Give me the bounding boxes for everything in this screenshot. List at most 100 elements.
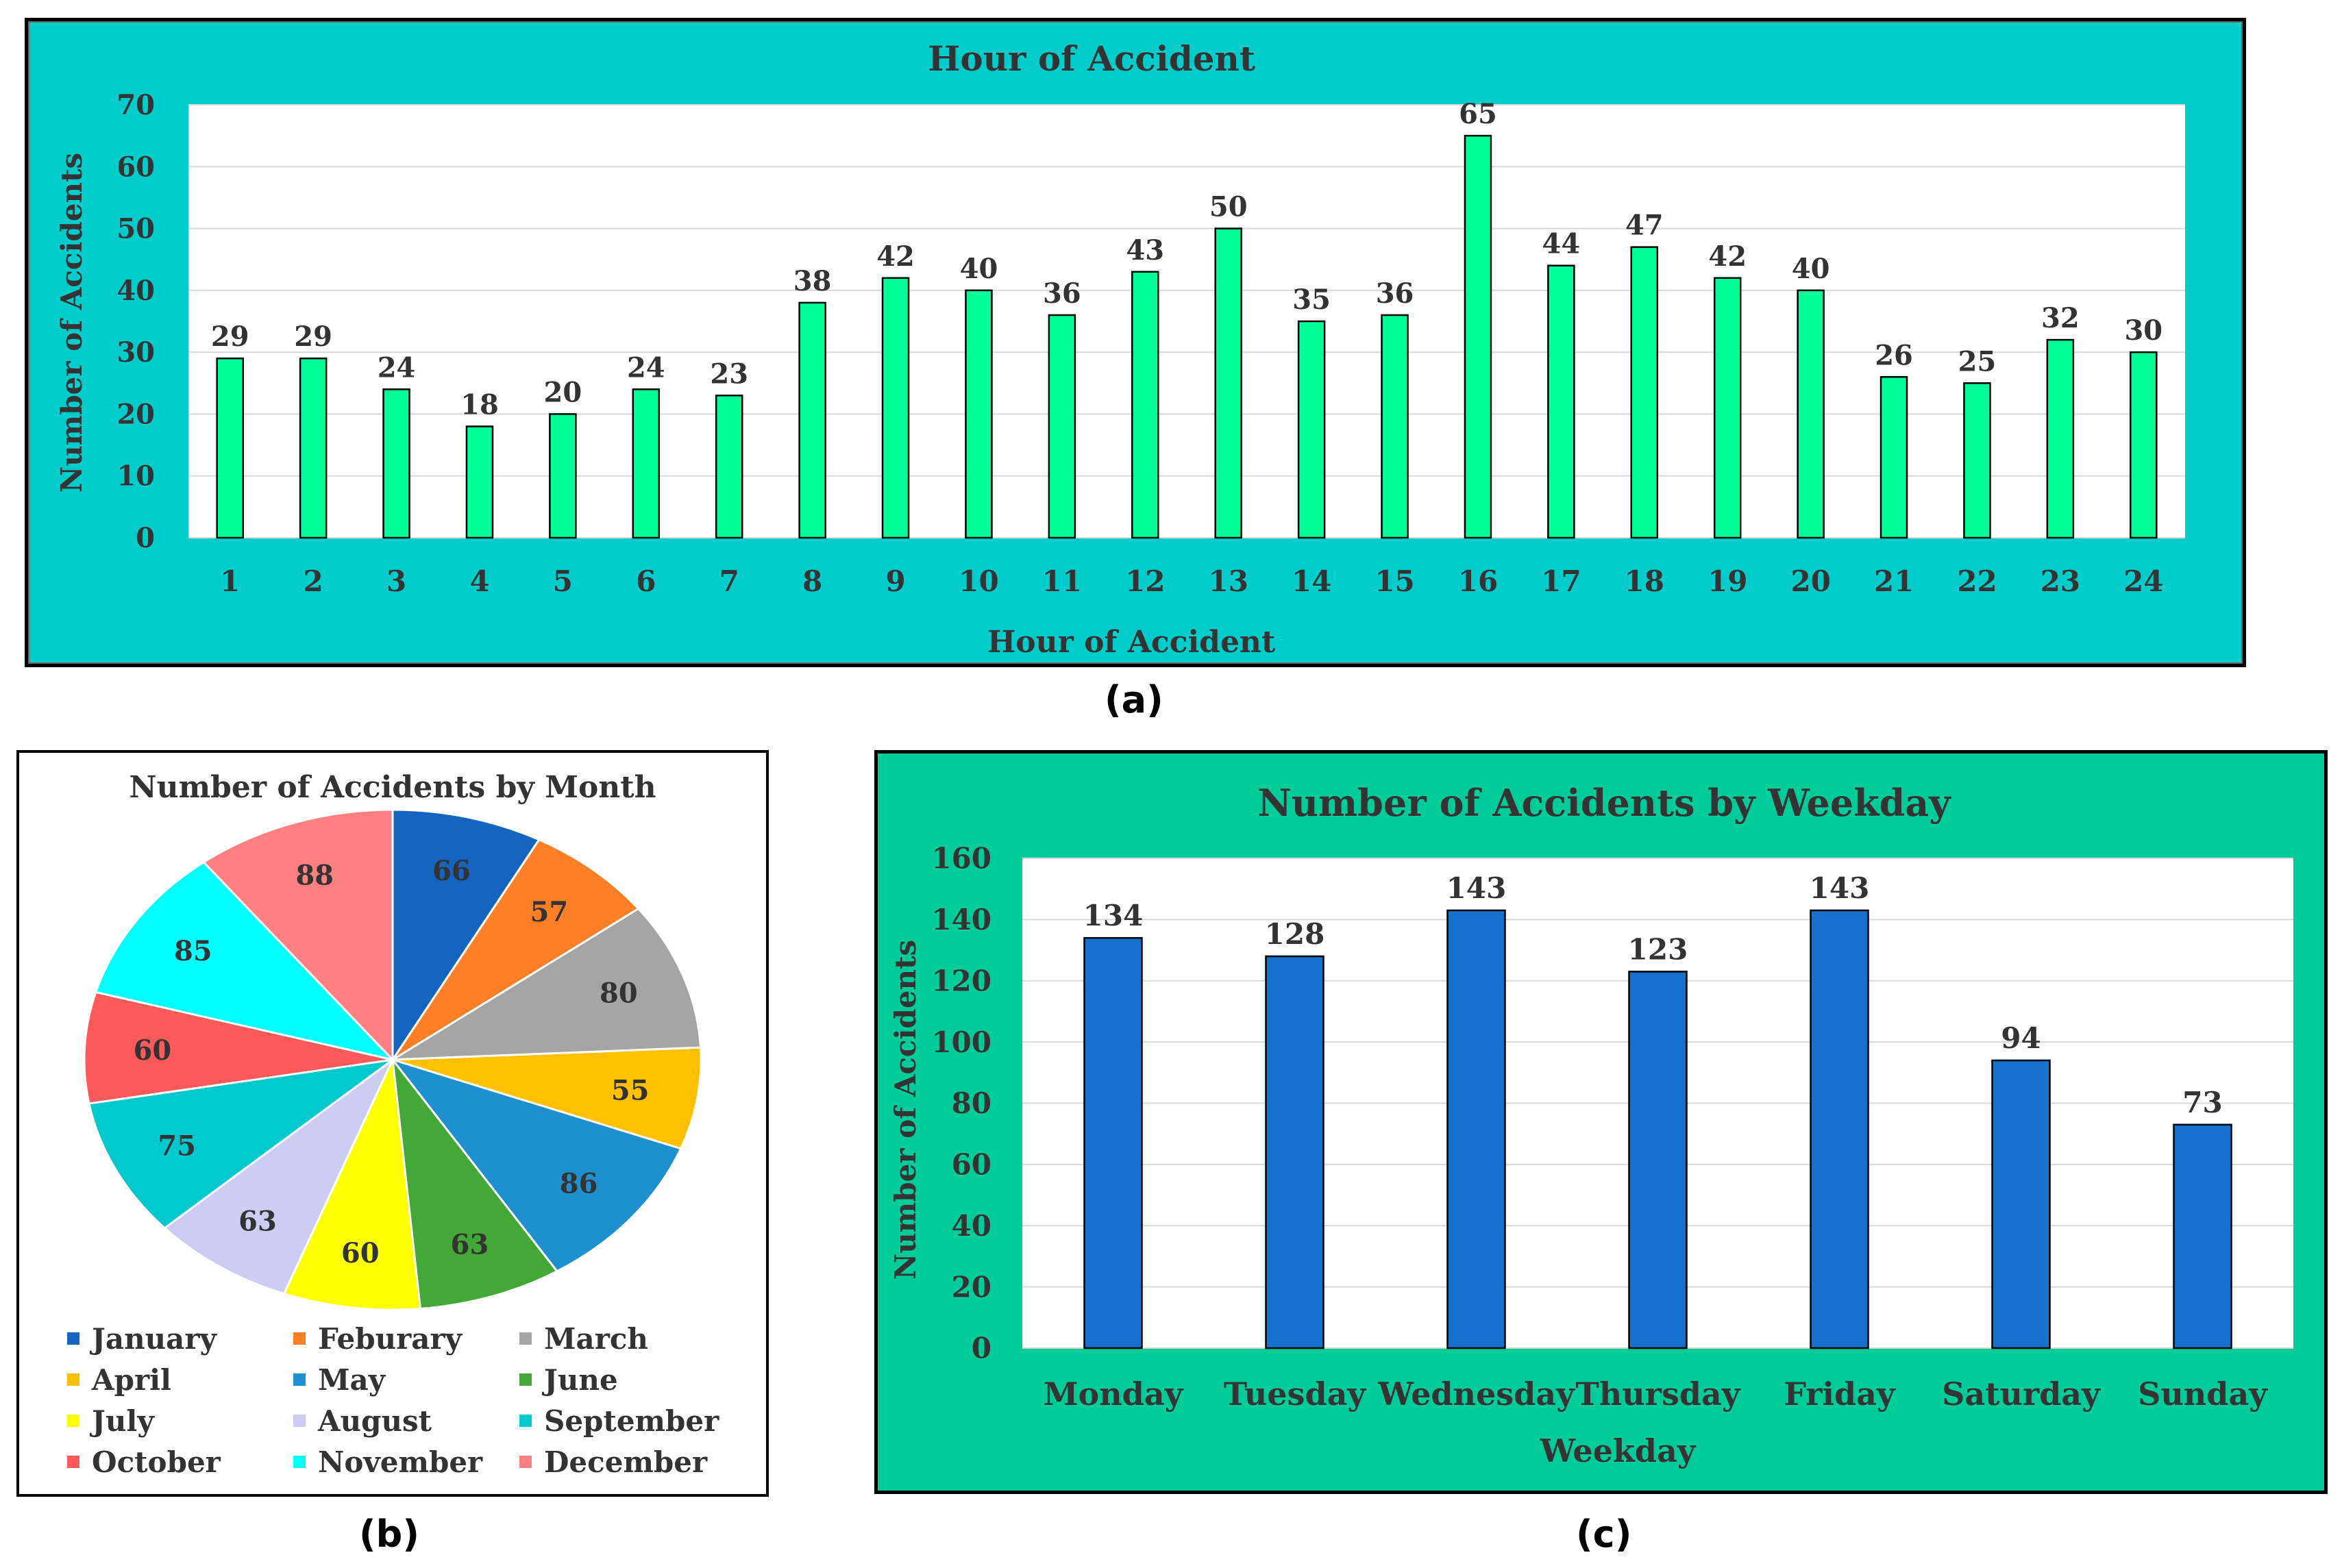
- bar: [1547, 264, 1575, 539]
- legend-item: November: [293, 1445, 519, 1479]
- y-tick-label: 70: [116, 89, 155, 121]
- pie-slice: [391, 838, 640, 1061]
- x-tick-label: Wednesday: [1377, 1376, 1575, 1413]
- data-label: 57: [530, 896, 569, 928]
- bar: [1265, 955, 1324, 1349]
- data-label: 128: [1265, 917, 1325, 951]
- accidents-by-month-chart: Number of Accidents by Month 66 57 80 55 86 6…: [16, 750, 769, 1497]
- data-label: 86: [560, 1167, 598, 1199]
- legend-swatch: [519, 1373, 532, 1386]
- data-label: 88: [295, 860, 334, 892]
- legend-swatch: [67, 1456, 79, 1468]
- y-tick-label: 40: [116, 275, 155, 307]
- pie-slice: [88, 1058, 393, 1230]
- data-label: 123: [1628, 932, 1688, 966]
- x-tick-label: 12: [1125, 564, 1165, 598]
- data-label: 43: [1126, 234, 1164, 266]
- x-tick-label: Monday: [1044, 1376, 1184, 1413]
- month-chart-title: Number of Accidents by Month: [129, 770, 656, 805]
- x-tick-label: Tuesday: [1224, 1376, 1367, 1413]
- data-label: 143: [1446, 871, 1507, 905]
- x-tick-label: 19: [1708, 564, 1747, 598]
- weekday-chart-xlabel: Weekday: [1539, 1432, 1696, 1469]
- legend-swatch: [519, 1415, 532, 1427]
- x-tick-label: 15: [1375, 564, 1414, 598]
- x-tick-label: 4: [469, 564, 489, 598]
- data-label: 38: [793, 265, 832, 297]
- y-tick-label: 80: [952, 1086, 991, 1120]
- pie-slice: [391, 1056, 559, 1310]
- data-label: 47: [1625, 210, 1664, 242]
- hour-chart-xlabel: Hour of Accident: [987, 625, 1276, 660]
- bar: [1297, 320, 1326, 539]
- y-tick-label: 140: [931, 903, 991, 936]
- accidents-by-weekday-chart: 134 128 143 123 143 94 73 0 20 40 60 80 100 120 140 16…: [874, 750, 2328, 1494]
- data-label: 94: [2001, 1021, 2041, 1055]
- legend-item: October: [67, 1445, 293, 1479]
- legend-label: June: [544, 1362, 618, 1397]
- y-tick-label: 40: [952, 1209, 991, 1243]
- bar: [1464, 134, 1492, 539]
- data-label: 42: [876, 240, 915, 273]
- bar: [1083, 936, 1143, 1349]
- data-label: 44: [1542, 228, 1581, 260]
- y-tick-label: 0: [972, 1332, 991, 1365]
- legend-item: May: [293, 1362, 519, 1397]
- data-label: 40: [960, 253, 998, 285]
- x-tick-label: 17: [1541, 564, 1581, 598]
- x-tick-label: 16: [1458, 564, 1498, 598]
- y-tick-label: 100: [931, 1025, 991, 1059]
- y-tick-label: 60: [116, 151, 155, 183]
- month-legend: January Feburary March April May June July Augu…: [67, 1321, 752, 1479]
- bar: [715, 395, 743, 539]
- pie-slice: [392, 1046, 702, 1150]
- x-tick-label: Friday: [1784, 1376, 1896, 1413]
- y-tick-label: 120: [931, 964, 991, 997]
- x-tick-label: 2: [304, 564, 323, 598]
- data-label: 42: [1708, 240, 1747, 273]
- data-label: 85: [174, 935, 212, 967]
- data-label: 65: [1459, 98, 1497, 130]
- bar: [965, 289, 993, 539]
- x-tick-label: Saturday: [1942, 1376, 2101, 1413]
- x-tick-label: 18: [1625, 564, 1664, 598]
- data-label: 29: [211, 321, 249, 353]
- x-tick-label: 23: [2041, 564, 2080, 598]
- data-label: 29: [294, 321, 332, 353]
- data-label: 36: [1043, 277, 1081, 310]
- y-tick-label: 30: [116, 336, 155, 369]
- data-label: 32: [2041, 302, 2080, 334]
- data-label: 23: [710, 358, 748, 390]
- pie-slice: [389, 907, 702, 1061]
- hour-of-accident-chart: 29 29 24 18 20 24 23 38 42 40 36 43 50 35 36 65 44 47 42 40…: [25, 18, 2246, 667]
- bar: [1991, 1059, 2051, 1349]
- data-label: 20: [544, 376, 582, 408]
- x-tick-label: 24: [2123, 564, 2163, 598]
- data-label: 24: [378, 351, 416, 384]
- legend-label: January: [92, 1321, 217, 1356]
- bar: [632, 388, 661, 539]
- legend-label: March: [544, 1321, 648, 1356]
- bar: [382, 388, 410, 539]
- legend-label: August: [318, 1404, 432, 1438]
- data-label: 50: [1209, 191, 1248, 223]
- bar: [1381, 314, 1409, 539]
- y-tick-label: 10: [116, 460, 155, 493]
- legend-item: April: [67, 1362, 293, 1397]
- x-tick-label: Thursday: [1576, 1376, 1741, 1413]
- bar: [1628, 971, 1688, 1349]
- x-tick-label: 6: [636, 564, 656, 598]
- y-tick-label: 160: [931, 842, 991, 875]
- data-label: 35: [1292, 284, 1331, 316]
- x-tick-label: 10: [959, 564, 998, 598]
- data-label: 36: [1376, 277, 1414, 310]
- bar: [1048, 314, 1076, 539]
- caption-a: (a): [1105, 678, 1163, 721]
- pie-slice: [162, 1058, 394, 1295]
- legend-item: December: [519, 1445, 745, 1479]
- caption-b: (b): [359, 1513, 420, 1556]
- x-tick-label: 22: [1957, 564, 1997, 598]
- legend-swatch: [519, 1456, 532, 1468]
- pie-slice: [201, 808, 394, 1062]
